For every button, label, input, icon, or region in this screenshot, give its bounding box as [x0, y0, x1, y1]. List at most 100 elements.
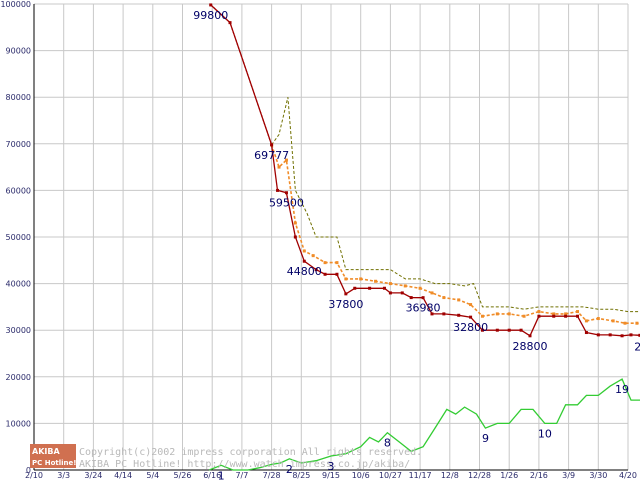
point-min_price-4	[284, 191, 288, 195]
point-avg_price-5	[311, 254, 315, 258]
point-min_price-36	[638, 333, 640, 337]
point-min_price-14	[388, 291, 392, 295]
point-avg_price-19	[495, 312, 499, 316]
point-avg_price-22	[537, 310, 541, 314]
x-tick-label-8: 7/28	[263, 471, 281, 480]
watermark-url: AKIBA PC Hotline! http://www.watch.impre…	[79, 459, 410, 470]
y-tick-label-5: 50000	[6, 233, 31, 242]
data-label-11: 3	[328, 460, 335, 473]
point-avg_price-15	[442, 296, 446, 300]
point-min_price-28	[552, 314, 556, 318]
y-tick-label-3: 30000	[6, 326, 31, 335]
y-tick-labels: 0 10000 20000 30000 40000 50000 60000 70000 8000…	[0, 0, 31, 475]
data-label-3: 44800	[287, 265, 322, 278]
point-min_price-33	[608, 333, 612, 337]
series-shops	[208, 378, 640, 471]
point-avg_price-12	[403, 284, 407, 288]
point-avg_price-7	[335, 261, 339, 265]
y-tick-label-7: 70000	[6, 140, 31, 149]
point-avg_price-1	[277, 165, 281, 169]
point-min_price-5	[293, 235, 297, 239]
x-tick-label-20: 4/20	[619, 471, 637, 480]
point-min_price-27	[537, 314, 541, 318]
x-tick-label-13: 11/17	[409, 471, 432, 480]
point-min_price-19	[442, 312, 446, 316]
point-min_price-30	[576, 314, 580, 318]
point-avg_price-25	[576, 310, 580, 314]
data-label-14: 10	[538, 427, 552, 440]
point-min_price-29	[564, 314, 568, 318]
x-tick-label-15: 12/28	[468, 471, 491, 480]
series-line-avg_price	[270, 144, 640, 325]
data-label-5: 36980	[406, 302, 441, 315]
point-min_price-25	[519, 328, 523, 332]
point-avg_price-28	[611, 319, 615, 323]
point-min_price-17	[421, 296, 425, 300]
point-min_price-20	[457, 313, 461, 317]
point-min_price-13	[382, 286, 386, 290]
x-tick-label-5: 5/26	[174, 471, 192, 480]
axes	[33, 4, 628, 471]
y-tick-label-2: 20000	[6, 373, 31, 382]
data-labels: 99800 69777 59500 44800 37800 36980 32800 28800…	[193, 9, 640, 480]
data-label-7: 28800	[512, 340, 547, 353]
data-label-12: 8	[384, 437, 391, 450]
series-line-min_price	[210, 4, 640, 337]
point-min_price-10	[344, 292, 348, 296]
x-tick-label-7: 7/7	[235, 471, 248, 480]
y-tick-label-1: 10000	[6, 419, 31, 428]
data-label-6: 32800	[453, 321, 488, 334]
data-label-13: 9	[482, 432, 489, 445]
y-tick-label-0: 0	[26, 466, 31, 475]
point-avg_price-11	[388, 282, 392, 286]
point-avg_price-23	[552, 312, 556, 316]
x-tick-label-6: 6/16	[203, 471, 221, 480]
x-tick-label-11: 10/6	[352, 471, 370, 480]
series-avg_price	[270, 143, 640, 325]
point-min_price-31	[584, 331, 588, 335]
x-tick-label-2: 3/24	[84, 471, 102, 480]
point-min_price-26	[528, 334, 532, 338]
x-tick-label-18: 3/9	[562, 471, 575, 480]
point-min_price-15	[400, 291, 404, 295]
data-label-10: 2	[286, 463, 293, 476]
point-avg_price-21	[522, 314, 526, 318]
point-avg_price-10	[374, 279, 378, 283]
x-tick-label-4: 5/4	[146, 471, 159, 480]
x-tick-label-19: 3/30	[589, 471, 607, 480]
x-tick-label-3: 4/14	[114, 471, 132, 480]
x-tick-label-1: 3/3	[57, 471, 70, 480]
data-label-1: 69777	[254, 149, 289, 162]
x-tick-label-0: 2/10	[25, 471, 43, 480]
point-min_price-7	[314, 268, 318, 272]
data-label-9: 1	[218, 469, 225, 480]
series-min_price-early	[210, 4, 273, 145]
x-tick-label-12: 10/27	[379, 471, 402, 480]
point-avg_price-17	[469, 303, 473, 307]
series-max_price	[271, 97, 640, 313]
point-avg_price-20	[507, 312, 511, 316]
point-min_price-35	[629, 333, 633, 337]
point-min_price-21	[469, 315, 473, 319]
point-avg_price-6	[323, 261, 327, 265]
series-layer	[208, 3, 640, 471]
point-min_price-6	[302, 259, 306, 263]
y-tick-label-8: 80000	[6, 93, 31, 102]
series-min_price	[209, 3, 640, 338]
x-tick-label-9: 8/25	[292, 471, 310, 480]
point-avg_price-2	[284, 158, 288, 162]
point-min_price-9	[335, 272, 339, 276]
y-tick-label-6: 60000	[6, 186, 31, 195]
point-min_price-3	[276, 188, 280, 192]
x-tick-label-10: 9/15	[322, 471, 340, 480]
point-min_price-8	[323, 272, 327, 276]
point-min_price-2	[270, 143, 274, 147]
point-min_price-22	[480, 328, 484, 332]
x-tick-label-17: 2/16	[530, 471, 548, 480]
series-line-min_price-early	[210, 4, 273, 145]
point-min_price-34	[620, 334, 624, 338]
point-avg_price-29	[623, 321, 627, 325]
point-min_price-1	[228, 21, 232, 25]
point-avg_price-13	[418, 286, 422, 290]
